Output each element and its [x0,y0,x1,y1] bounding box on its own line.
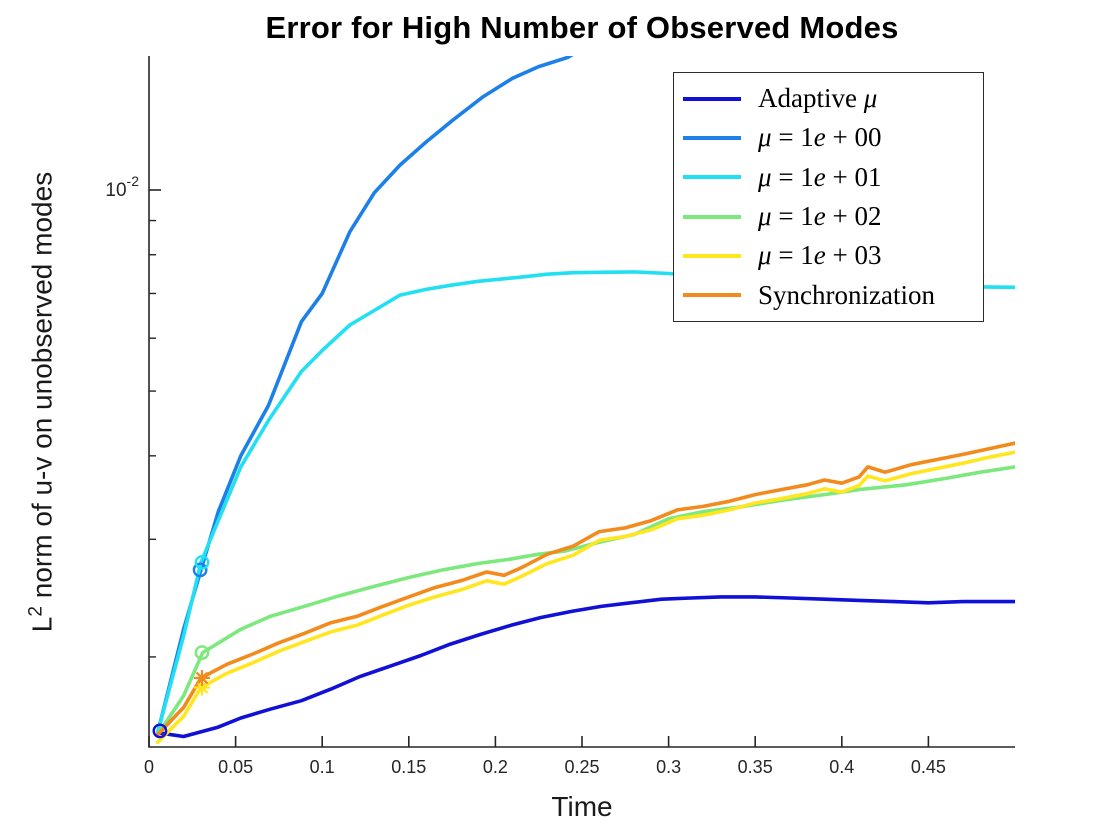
legend-item-mu-1e03: μ = 1e + 03 [674,237,983,275]
y-axis-ticks [149,189,161,658]
series-line-synchronization [155,441,1015,737]
series-line-mu-1e01 [155,270,1015,735]
series-line-adaptive-mu [155,595,1015,739]
series-marker-synchronization [193,669,211,687]
x-tick-label: 0.15 [391,757,426,777]
series-marker-mu-1e00 [192,562,208,578]
x-tick-label: 0.35 [738,757,773,777]
series-marker-mu-1e02 [194,645,210,660]
chart-title: Error for High Number of Observed Modes [265,10,899,45]
y-axis-label-base: L [26,616,58,633]
legend-line-sample-synchronization [683,293,741,298]
x-tick-label: 0.2 [483,757,508,777]
legend-item-adaptive-mu: Adaptive μ [674,80,983,118]
x-tick-label: 0.25 [564,757,599,777]
y-axis-label-exponent: 2 [25,606,47,617]
series-line-mu-1e00 [155,56,574,735]
x-axis-ticks [148,736,930,747]
legend-item-label: Synchronization [758,279,935,310]
x-tick-label: 0 [144,757,154,777]
y-axis-label-text: norm of u-v on unobserved modes [26,171,58,607]
legend-item-synchronization: Synchronization [674,276,983,314]
legend-item-mu-1e01: μ = 1e + 01 [674,158,983,196]
y-tick-label: 10-2 [105,173,139,201]
series-marker-adaptive-mu [152,723,168,739]
series-line-mu-1e03 [155,450,1015,745]
x-tick-label: 0.1 [310,757,335,777]
legend-item-label: Adaptive μ [758,83,878,114]
y-tick-label-exponent: -2 [127,173,140,189]
legend-item-label: μ = 1e + 01 [758,161,882,192]
legend-line-sample-mu-1e03 [683,253,741,258]
x-axis-tick-labels: 0 0.05 0.1 0.15 0.2 0.25 0.3 0.35 0.4 0.45 [144,757,946,777]
legend-line-sample-adaptive-mu [683,96,741,101]
x-tick-label: 0.4 [829,757,854,777]
series-marker-mu-1e01 [194,555,210,570]
x-tick-label: 0.05 [218,757,253,777]
legend-item-mu-1e02: μ = 1e + 02 [674,198,983,236]
series-marker-mu-1e03 [193,679,211,696]
x-tick-label: 0.3 [656,757,681,777]
legend-item-label: μ = 1e + 02 [758,201,882,232]
legend-item-label: μ = 1e + 00 [758,122,882,153]
legend-item-label: μ = 1e + 03 [758,240,882,271]
x-axis-label: Time [551,791,613,822]
y-axis-label: L2 norm of u-v on unobserved modes [25,172,58,632]
x-tick-label: 0.45 [911,757,946,777]
legend-box: Adaptive μ μ = 1e + 00 μ = 1e + 01 μ = 1e +… [673,72,984,322]
legend-line-sample-mu-1e01 [683,175,741,180]
legend-line-sample-mu-1e02 [683,214,741,219]
legend-line-sample-mu-1e00 [683,135,741,140]
legend-item-mu-1e00: μ = 1e + 00 [674,119,983,157]
